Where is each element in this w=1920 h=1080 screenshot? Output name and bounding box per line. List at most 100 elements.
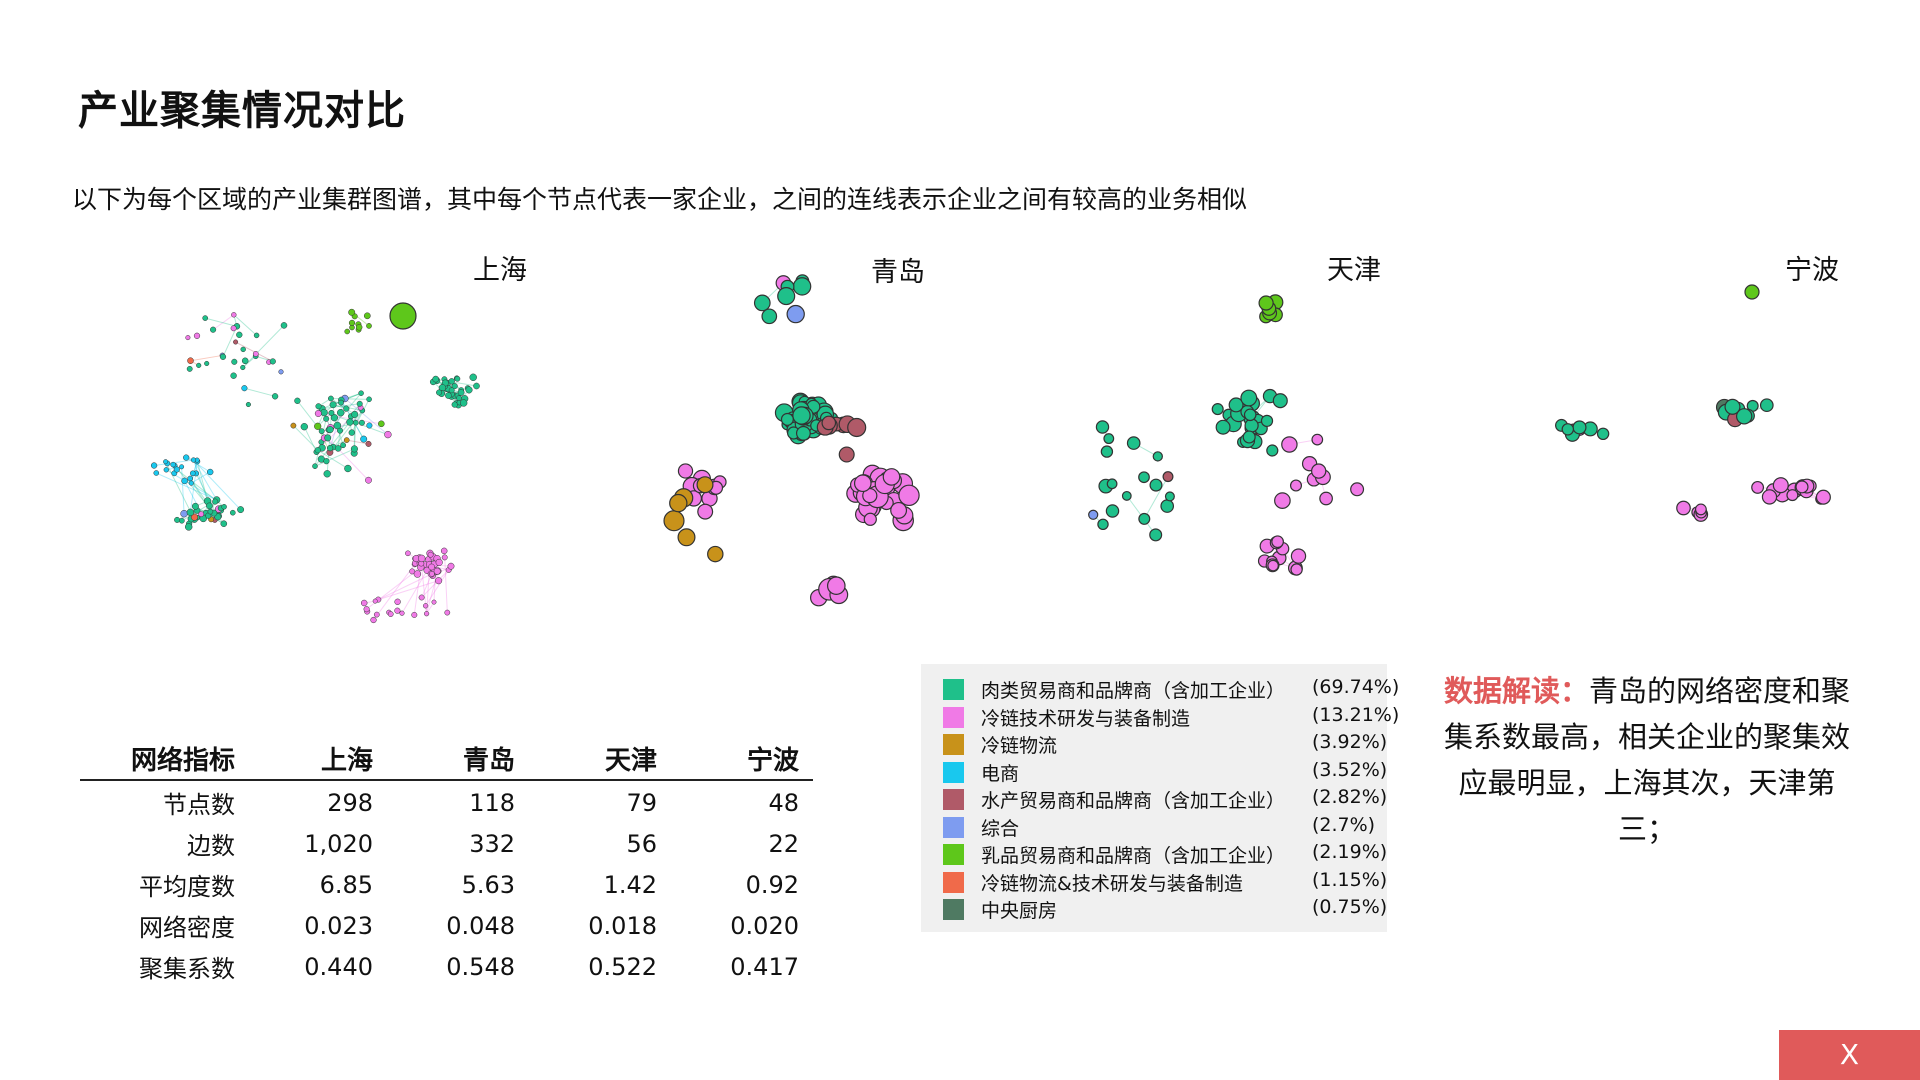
network-node [677, 528, 696, 547]
network-node [377, 420, 385, 428]
network-node [460, 399, 468, 407]
note-heading: 数据解读： [1443, 674, 1589, 708]
network-node [290, 422, 297, 429]
metric-value: 0.018 [588, 911, 657, 940]
network-edge [190, 354, 223, 362]
network-node [184, 523, 193, 531]
network-node [1258, 295, 1274, 311]
network-node [1164, 491, 1175, 502]
network-node [1106, 478, 1118, 490]
network-node [1242, 430, 1256, 444]
network-node [333, 421, 342, 430]
network-node [418, 594, 425, 601]
network-node [329, 401, 337, 409]
network-node [707, 545, 724, 563]
network-node [187, 475, 194, 482]
network-node [358, 419, 365, 426]
metrics-header: 宁波 [671, 740, 813, 781]
network-node [389, 302, 417, 330]
network-node [318, 428, 325, 435]
network-node [1266, 444, 1279, 457]
network-edge [351, 399, 370, 433]
network-node [1786, 489, 1799, 502]
table-row: 平均度数 6.85 5.63 1.42 0.92 [80, 863, 813, 904]
network-node [1097, 518, 1109, 531]
network-node [188, 480, 194, 486]
network-node [230, 325, 237, 332]
metric-value: 0.020 [730, 911, 799, 940]
network-node [219, 353, 227, 360]
network-edge [425, 565, 452, 607]
network-edge [432, 381, 459, 406]
network-edge [373, 563, 416, 621]
network-node [241, 385, 248, 392]
network-node [405, 550, 411, 557]
network-node [697, 503, 714, 520]
network-node [1311, 433, 1324, 446]
legend-swatch [943, 899, 964, 920]
network-node [340, 442, 347, 449]
network-node [1561, 423, 1575, 436]
network-node [179, 464, 185, 470]
network-node [207, 508, 214, 515]
network-node [221, 504, 227, 510]
network-node [351, 410, 359, 418]
network-node [1744, 284, 1760, 300]
network-node [1240, 389, 1258, 407]
legend-item: 电商 (3.52%) [931, 759, 1387, 785]
metric-value: 0.548 [446, 952, 515, 981]
network-node [236, 331, 243, 338]
legend-item: 冷链物流&技术研发与装备制造 (1.15%) [931, 869, 1387, 895]
network-node [1281, 436, 1298, 453]
network-node [204, 360, 210, 367]
legend-swatch [943, 816, 964, 838]
legend-swatch [943, 789, 964, 810]
network-node [413, 570, 422, 578]
metric-value: 0.023 [304, 911, 373, 940]
network-node [1138, 512, 1151, 525]
network-node [436, 389, 443, 396]
network-edge [195, 473, 219, 517]
network-node [366, 422, 373, 429]
legend-label: 肉类贸易商和品牌商（含加工企业） [981, 680, 1286, 702]
network-node [1319, 491, 1333, 506]
metric-label: 聚集系数 [139, 955, 235, 983]
table-row: 聚集系数 0.440 0.548 0.522 0.417 [80, 945, 813, 986]
close-button[interactable]: X [1779, 1030, 1920, 1080]
network-node [440, 547, 448, 555]
metric-value: 0.92 [745, 870, 799, 899]
network-node [346, 418, 354, 426]
network-edge [421, 569, 450, 598]
network-edge [378, 580, 439, 601]
network-edge [189, 461, 198, 513]
network-node [1211, 403, 1224, 416]
network-node [1271, 535, 1284, 549]
network-node [1095, 420, 1110, 434]
network-node [669, 493, 688, 513]
network-node [190, 457, 197, 463]
metric-value: 0.522 [588, 952, 657, 981]
network-node [454, 375, 461, 382]
network-node [696, 476, 714, 494]
page-title: 产业聚集情况对比 [78, 88, 406, 134]
metric-value: 48 [768, 788, 799, 817]
network-node [1105, 504, 1120, 518]
network-edge [192, 459, 209, 502]
metric-value: 0.048 [446, 911, 515, 940]
network-node [336, 408, 345, 417]
data-interpretation: 数据解读：青岛的网络密度和聚集系数最高，相关企业的聚集效应最明显，上海其次，天津… [1432, 668, 1862, 852]
network-node [330, 414, 339, 422]
network-node [424, 611, 430, 617]
network-node [677, 463, 694, 479]
network-node [753, 294, 771, 312]
network-node [1228, 397, 1244, 413]
network-node [153, 470, 160, 476]
table-row: 节点数 298 118 79 48 [80, 780, 813, 822]
network-edge [303, 426, 317, 453]
network-node [360, 435, 368, 443]
network-node [323, 470, 331, 478]
network-node [324, 434, 332, 442]
network-node [294, 397, 301, 404]
network-edge [191, 471, 211, 484]
network-node [323, 458, 330, 465]
